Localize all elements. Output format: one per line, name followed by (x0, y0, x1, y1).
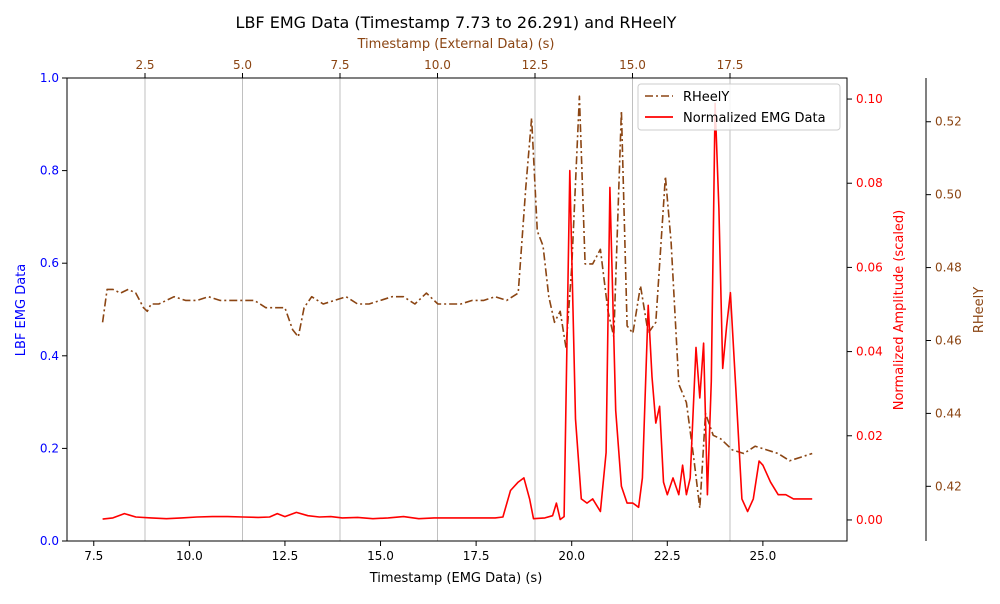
axes-group: 7.5 10.0 12.5 15.0 17.5 20.0 22.5 25.0 2.5 5.0 7.5… (40, 58, 962, 563)
top-x-axis-label: Timestamp (External Data) (s) (357, 37, 555, 52)
rheel-tick-label: 0.42 (935, 479, 962, 493)
top-x-tick-label: 15.0 (619, 58, 646, 72)
legend: RHeelY Normalized EMG Data (637, 83, 841, 131)
top-x-tick-label: 10.0 (424, 58, 451, 72)
top-x-tick-label: 17.5 (717, 58, 744, 72)
left-y-tick-label: 0.4 (40, 349, 59, 363)
right-y-tick-label: 0.10 (856, 92, 883, 106)
rheel-tick-label: 0.46 (935, 333, 962, 347)
chart-title: LBF EMG Data (Timestamp 7.73 to 26.291) … (236, 13, 677, 32)
right-y-tick-label: 0.06 (856, 260, 883, 274)
x-axis-label: Timestamp (EMG Data) (s) (369, 571, 543, 586)
x-tick-label: 7.5 (84, 549, 103, 563)
left-y-tick-label: 0.2 (40, 441, 59, 455)
legend-label-emg: Normalized EMG Data (683, 111, 826, 126)
left-y-axis-label: LBF EMG Data (14, 264, 29, 356)
rheel-tick-label: 0.50 (935, 188, 962, 202)
right-y-axis-label-emg: Normalized Amplitude (scaled) (892, 210, 907, 411)
left-y-tick-label: 0.6 (40, 256, 59, 270)
legend-label-rheel: RHeelY (683, 90, 729, 105)
top-x-tick-label: 12.5 (522, 58, 549, 72)
grid-lines (144, 78, 731, 541)
right-y-tick-label: 0.08 (856, 176, 883, 190)
x-tick-label: 22.5 (654, 549, 681, 563)
series-line-rheely (101, 95, 813, 509)
left-y-tick-label: 0.0 (40, 534, 59, 548)
series-group (101, 95, 813, 521)
x-tick-label: 20.0 (558, 549, 585, 563)
top-x-tick-label: 5.0 (233, 58, 252, 72)
top-x-tick-label: 7.5 (330, 58, 349, 72)
series-line-emg (102, 102, 813, 521)
x-tick-label: 12.5 (272, 549, 299, 563)
left-y-tick-label: 1.0 (40, 71, 59, 85)
plot-frame (66, 77, 848, 542)
left-y-tick-label: 0.8 (40, 164, 59, 178)
right-y-tick-label: 0.00 (856, 513, 883, 527)
right-y-tick-label: 0.02 (856, 429, 883, 443)
rheel-tick-label: 0.52 (935, 115, 962, 129)
rheel-tick-label: 0.48 (935, 261, 962, 275)
x-tick-label: 17.5 (463, 549, 490, 563)
x-tick-label: 10.0 (176, 549, 203, 563)
top-x-tick-label: 2.5 (135, 58, 154, 72)
x-tick-label: 25.0 (750, 549, 777, 563)
right-y-tick-label: 0.04 (856, 345, 883, 359)
legend-box (637, 83, 841, 131)
x-tick-label: 15.0 (367, 549, 394, 563)
right-y-axis-label-rheel: RHeelY (972, 287, 987, 333)
rheel-tick-label: 0.44 (935, 406, 962, 420)
